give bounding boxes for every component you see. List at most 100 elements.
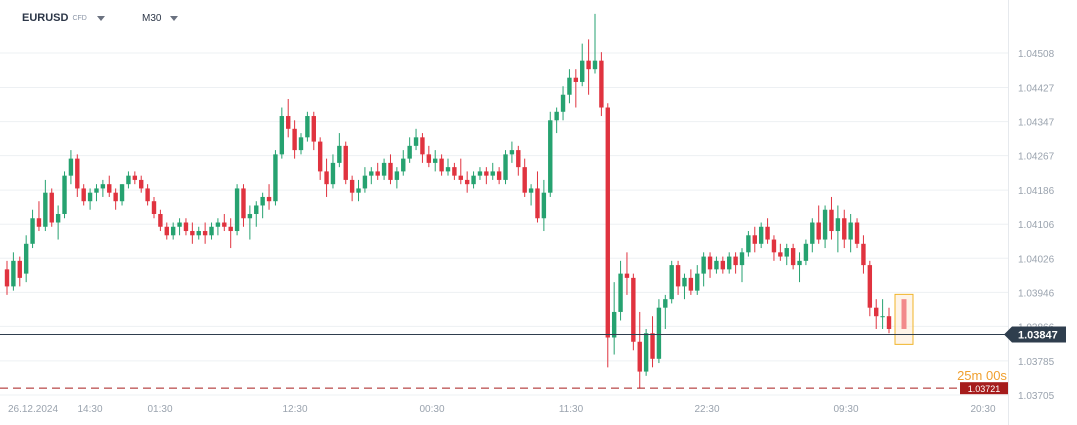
candle-body (528, 188, 534, 193)
candle (522, 158, 527, 197)
candle (675, 260, 681, 295)
candle-body (746, 235, 751, 253)
candle (215, 218, 221, 236)
candle-body (810, 222, 815, 244)
candle-body (209, 226, 214, 236)
candle-body (656, 307, 662, 359)
candle-body (381, 162, 387, 176)
candle-body (317, 141, 323, 172)
candle-body (471, 175, 476, 185)
candle-body (68, 158, 74, 176)
candle (720, 256, 726, 274)
candle (605, 103, 610, 368)
candle (624, 252, 630, 295)
candle-body (234, 188, 240, 232)
candle-body (867, 265, 873, 308)
candle (471, 171, 476, 189)
candle-body (790, 248, 796, 266)
candle-body (311, 116, 316, 142)
candle (631, 273, 636, 351)
candle-body (778, 252, 783, 257)
y-tick-label: 1.04508 (1018, 49, 1055, 60)
candle (4, 260, 10, 295)
candle-body (196, 231, 201, 236)
candle-body (682, 277, 687, 287)
candle-body (433, 158, 438, 163)
candle-body (23, 243, 29, 274)
candle-body (273, 154, 278, 202)
candle (880, 299, 885, 329)
candle-body (4, 269, 10, 287)
candle-body (30, 218, 35, 244)
candle (650, 316, 655, 368)
candle (496, 167, 502, 185)
candle-body (215, 222, 221, 227)
candle (464, 171, 470, 193)
candle (771, 235, 777, 261)
candle (330, 154, 336, 189)
candle (81, 184, 86, 206)
candle (528, 184, 534, 206)
candle (688, 269, 694, 295)
candle (158, 209, 163, 232)
candle-body (663, 299, 668, 308)
candle-body (202, 231, 208, 236)
candle-body (688, 277, 694, 291)
candle (241, 184, 246, 227)
candle-body (139, 179, 144, 189)
candle-body (880, 316, 885, 318)
candle (803, 239, 809, 266)
candle (190, 222, 195, 244)
candle (586, 39, 591, 95)
candle-body (298, 137, 304, 151)
chevron-down-icon (170, 16, 179, 21)
candle (94, 184, 99, 202)
candle-body (343, 145, 348, 180)
candle (707, 252, 713, 278)
candle (778, 243, 783, 261)
y-tick-label: 1.04347 (1018, 118, 1055, 129)
candle (151, 196, 157, 219)
candle-body (509, 150, 515, 155)
chevron-down-icon (96, 15, 105, 21)
candle-body (484, 171, 489, 176)
symbol-selector[interactable]: EURUSD CFD (22, 12, 105, 24)
candle (516, 145, 521, 176)
candle-body (17, 260, 22, 278)
candle-body (158, 213, 163, 227)
candle (228, 218, 233, 249)
candle (695, 265, 700, 295)
candle-body (170, 226, 176, 236)
candle-body (611, 311, 617, 338)
candle-body (458, 175, 463, 180)
candle (49, 188, 54, 227)
x-tick-label: 26.12.2024 (8, 404, 58, 415)
candle-body (637, 341, 642, 372)
candle (126, 171, 131, 189)
candle (62, 171, 67, 219)
candle-body (624, 273, 630, 278)
candle (177, 218, 182, 236)
candle (810, 218, 815, 253)
timeframe-selector[interactable]: M30 (142, 13, 179, 24)
time-axis: 26.12.2024 14:30 01:30 12:30 00:30 11:30 22:30… (8, 404, 996, 415)
candle-body (439, 158, 444, 172)
candle-body (394, 171, 400, 180)
candle-body (254, 205, 259, 214)
y-tick-label: 1.04186 (1018, 186, 1055, 197)
candle-body (413, 137, 419, 146)
candle-body (771, 239, 777, 253)
candle-countdown: 25m 00s (957, 368, 1007, 383)
candle-body (842, 218, 847, 240)
candle (75, 154, 80, 197)
candle-body (279, 116, 285, 155)
candle-body (592, 60, 598, 70)
alert-price-tag[interactable] (960, 382, 1008, 395)
candle-body (222, 222, 227, 227)
candle-body (695, 273, 700, 291)
candle (874, 299, 879, 329)
candle-body (62, 175, 67, 214)
candle-body (516, 150, 521, 168)
candle-body (241, 188, 246, 219)
